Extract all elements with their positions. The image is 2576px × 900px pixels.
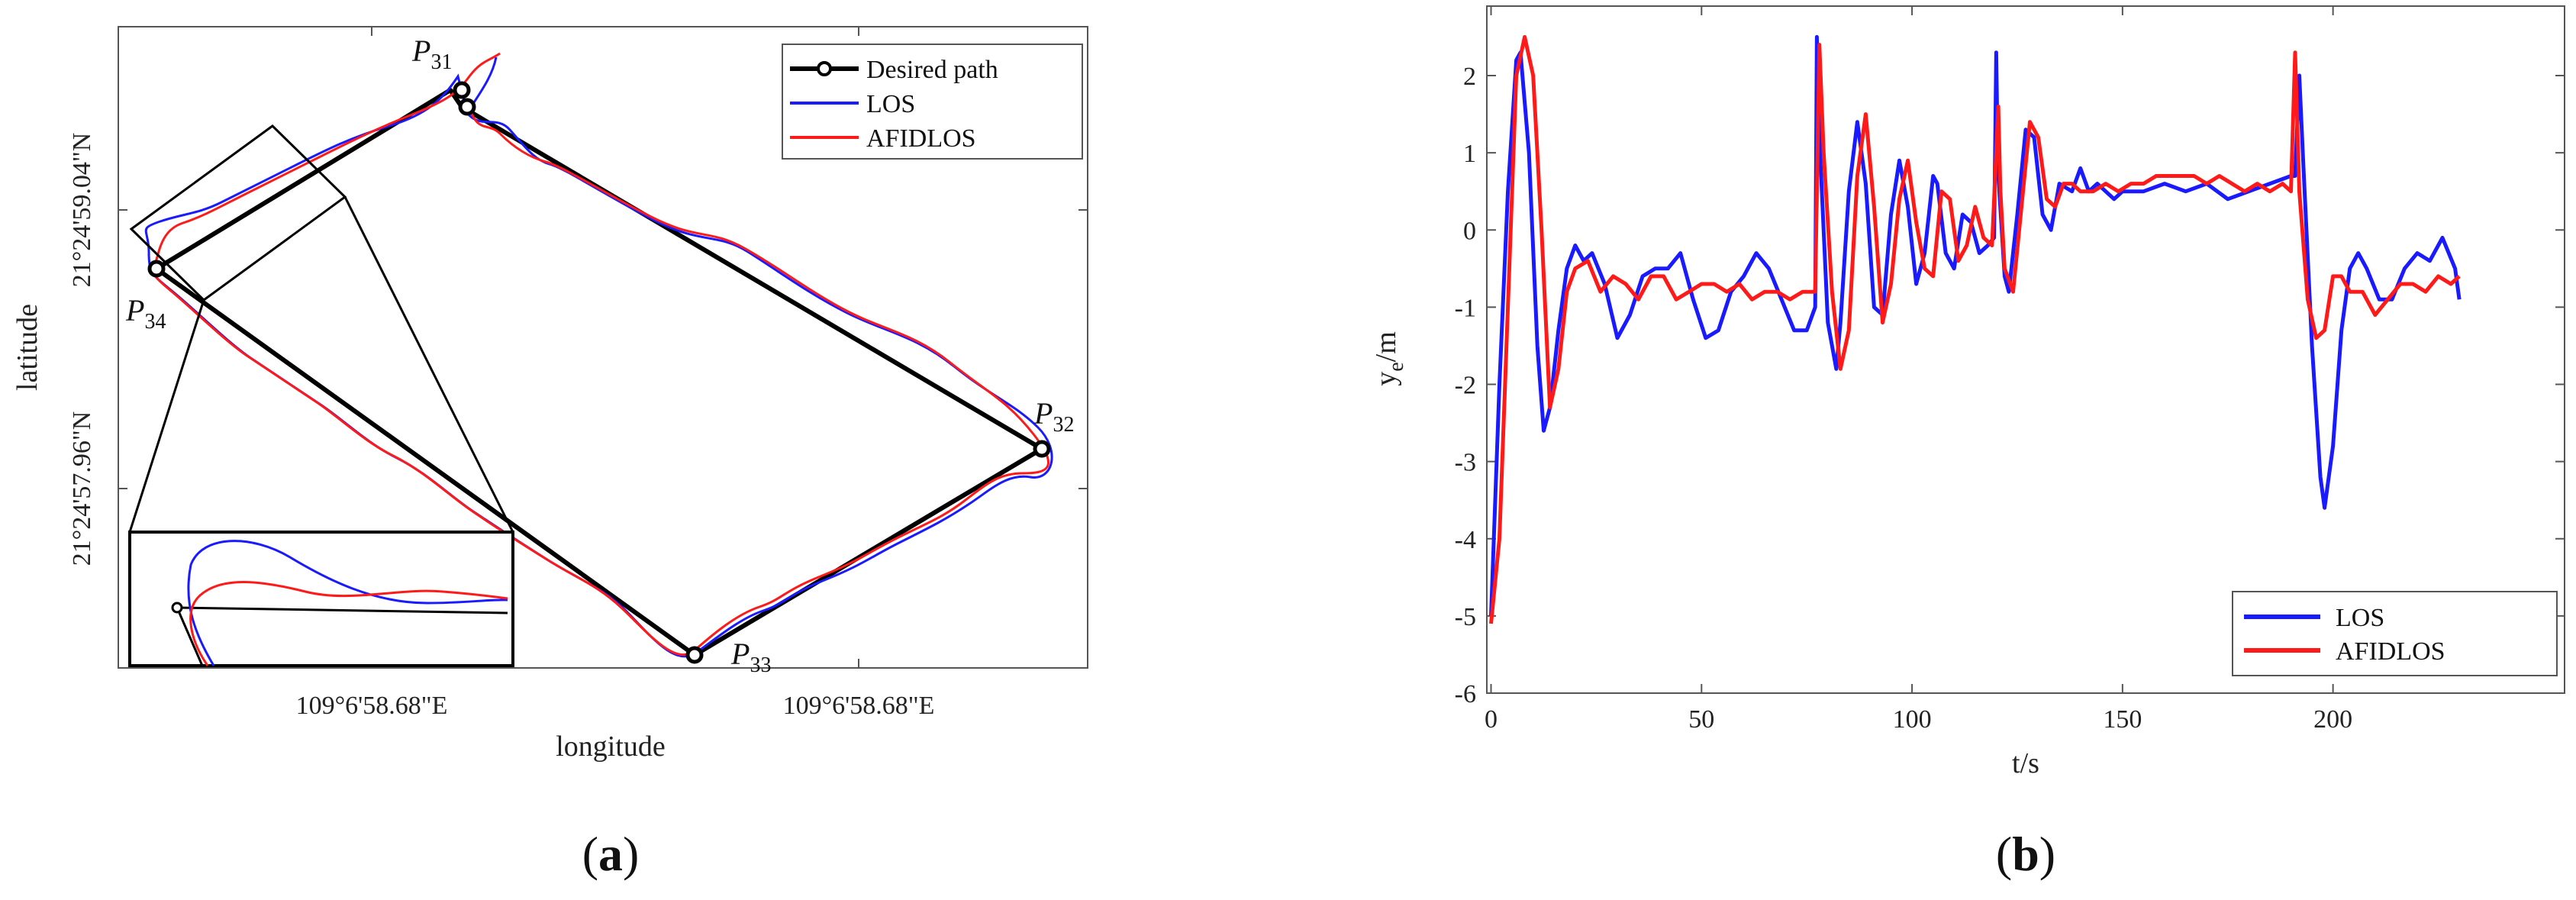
- panel-b-y-tick-label: -2: [1455, 372, 1476, 400]
- desired-path-line: [154, 88, 1044, 657]
- panel-b-y-axis-label: ye/m: [1370, 331, 1408, 386]
- panel-b-legend: LOS AFIDLOS: [2232, 591, 2558, 676]
- panel-b-caption: (b): [1996, 827, 2055, 881]
- panel-b-series: [1489, 34, 2462, 624]
- legend-b-afidlos-label: AFIDLOS: [2336, 637, 2445, 666]
- panel-b-x-tick-label: 150: [2103, 705, 2142, 734]
- waypoint-label-p32: P32: [1033, 396, 1074, 437]
- panel-b-y-tick-label: -6: [1455, 680, 1476, 708]
- waypoint-marker-p33: [685, 646, 704, 664]
- panel-a-x-tick-label: 109°6'58.68"E: [783, 692, 935, 720]
- panel-b-x-tick-label: 100: [1893, 705, 1932, 734]
- panel-b-legend-box: [2232, 591, 2558, 676]
- zoom-inset-box: [128, 531, 514, 667]
- inset-los-line: [187, 540, 508, 666]
- panel-b-y-tick-label: 0: [1463, 217, 1476, 245]
- waypoint-label-p31: P31: [411, 34, 452, 74]
- panel-b-x-tick-label: 200: [2313, 705, 2352, 734]
- panel-a-y-tick-label: 21°24'59.04"N: [68, 133, 96, 288]
- inset-desired-path-down: [176, 607, 204, 666]
- panel-a-y-axis-label: latitude: [11, 304, 44, 391]
- legend-los-label: LOS: [866, 90, 915, 118]
- panel-b-y-tick-label: -1: [1455, 294, 1476, 322]
- panel-b-x-tick-label: 0: [1485, 705, 1498, 734]
- panel-b-y-tick-label: -4: [1455, 526, 1476, 554]
- waypoint-marker-p31: [453, 81, 471, 99]
- panel-b-y-tick-label: 1: [1463, 140, 1476, 168]
- legend-afidlos-label: AFIDLOS: [866, 124, 976, 153]
- panel-a-caption: (a): [582, 827, 640, 881]
- panel-a-y-tick-label: 21°24'57.96"N: [68, 411, 96, 566]
- panel-b-ticks: 0 50 100 150 200 -6 -5 -4 -3 -2 -1 0 1 2: [1455, 6, 2565, 734]
- panel-b-y-tick-label: -3: [1455, 449, 1476, 477]
- zoom-connector-right: [343, 196, 514, 533]
- panel-a-path-plot: 109°6'58.68"E 109°6'58.68"E 21°24'59.04"…: [11, 26, 1088, 881]
- inset-afidlos-line: [189, 581, 508, 666]
- waypoint-marker-p31b: [458, 98, 476, 116]
- panel-b-axes-box: [1486, 5, 2565, 694]
- waypoint-marker-p32: [1033, 440, 1051, 458]
- inset-waypoint-marker: [171, 602, 183, 614]
- panel-a-x-axis-label: longitude: [556, 731, 666, 763]
- waypoint-label-p33: P33: [730, 637, 771, 677]
- panel-b-x-tick-label: 50: [1688, 705, 1714, 734]
- inset-desired-path: [176, 606, 508, 615]
- zoom-connector-left: [128, 299, 205, 533]
- panel-b-cross-track-error-plot: 0 50 100 150 200 -6 -5 -4 -3 -2 -1 0 1 2 t/s ye/m LOS…: [1370, 5, 2565, 881]
- panel-b-y-tick-label: 2: [1463, 63, 1476, 91]
- legend-desired-marker: [817, 61, 832, 76]
- panel-b-y-tick-label: -5: [1455, 603, 1476, 631]
- waypoint-label-p34: P34: [125, 293, 166, 334]
- waypoint-marker-p34: [147, 260, 166, 278]
- panel-a-legend: Desired path LOS AFIDLOS: [782, 44, 1083, 160]
- legend-b-los-label: LOS: [2336, 604, 2384, 632]
- series-line-afidlos: [1489, 34, 2461, 624]
- legend-desired-label: Desired path: [866, 56, 998, 84]
- panel-b-x-axis-label: t/s: [2012, 747, 2039, 779]
- panel-a-x-tick-label: 109°6'58.68"E: [296, 692, 448, 720]
- zoom-inset: [128, 531, 514, 667]
